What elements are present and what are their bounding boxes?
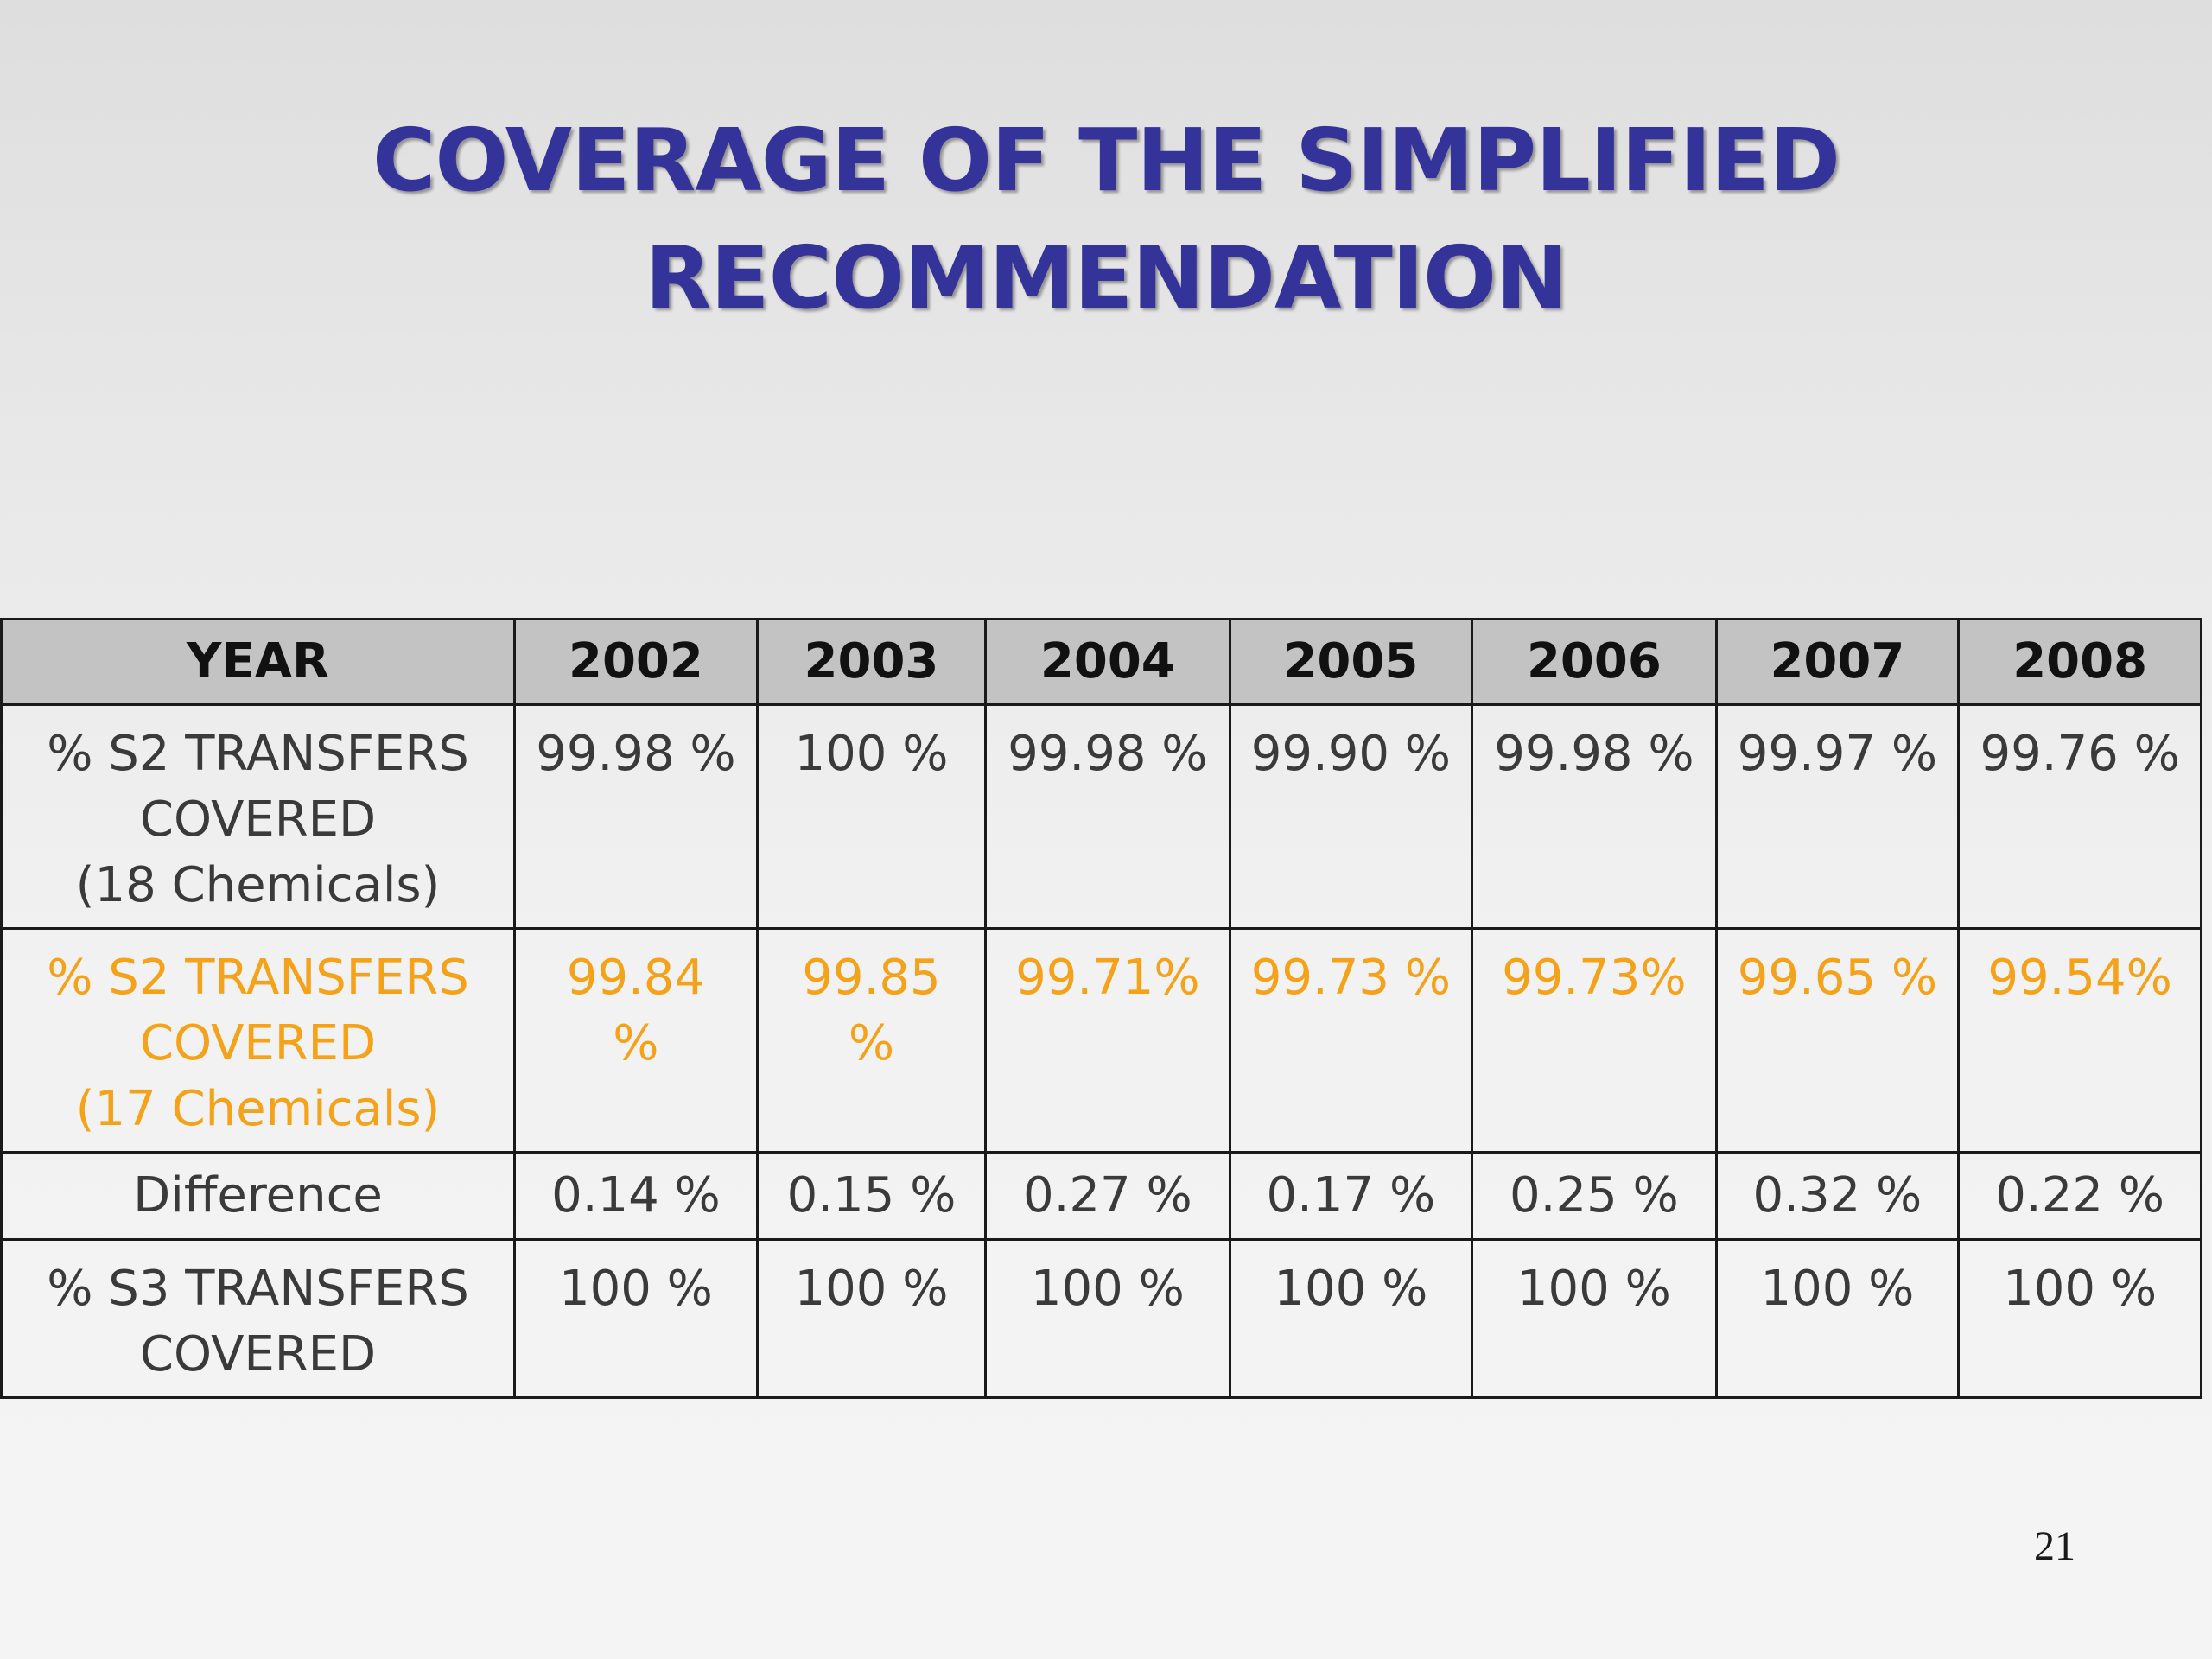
- table-cell: 99.85 %: [755, 927, 988, 1154]
- table-cell: 0.25 %: [1471, 1151, 1718, 1241]
- table-cell: 99.84 %: [513, 927, 759, 1154]
- header-cell-2003: 2003: [755, 618, 988, 706]
- table-cell: 100 %: [1471, 1238, 1718, 1399]
- header-cell-2007: 2007: [1714, 618, 1961, 706]
- table-cell: 0.27 %: [984, 1151, 1231, 1241]
- table-cell: 99.65 %: [1714, 927, 1961, 1154]
- table-cell: 99.98 %: [984, 703, 1231, 930]
- table-row-s2-18-chemicals: % S2 TRANSFERS COVERED (18 Chemicals) 99…: [0, 703, 2202, 930]
- table-row-s3: % S3 TRANSFERS COVERED 100 % 100 % 100 %…: [0, 1238, 2202, 1399]
- table-header-row: YEAR 2002 2003 2004 2005 2006 2007 2008: [0, 618, 2202, 706]
- table-cell: 0.17 %: [1228, 1151, 1474, 1241]
- table-cell: 0.22 %: [1957, 1151, 2202, 1241]
- table-cell: 99.73%: [1471, 927, 1718, 1154]
- table-cell: 99.76 %: [1957, 703, 2202, 930]
- coverage-table: YEAR 2002 2003 2004 2005 2006 2007 2008 …: [0, 618, 2202, 1399]
- table-cell: 99.98 %: [1471, 703, 1718, 930]
- table-cell: 100 %: [1714, 1238, 1961, 1399]
- table-cell: 100 %: [755, 1238, 988, 1399]
- table-cell: 100 %: [1228, 1238, 1474, 1399]
- table-cell: 0.32 %: [1714, 1151, 1961, 1241]
- header-cell-year: YEAR: [0, 618, 517, 706]
- header-cell-2006: 2006: [1471, 618, 1718, 706]
- table-cell: 100 %: [984, 1238, 1231, 1399]
- slide-title-line-1: COVERAGE OF THE SIMPLIFIED: [372, 110, 1840, 211]
- table-row-s2-17-chemicals: % S2 TRANSFERS COVERED (17 Chemicals) 99…: [0, 927, 2202, 1154]
- header-cell-2005: 2005: [1228, 618, 1474, 706]
- header-cell-2008: 2008: [1957, 618, 2202, 706]
- header-cell-2002: 2002: [513, 618, 759, 706]
- table-cell: 99.73 %: [1228, 927, 1474, 1154]
- table-cell: 99.54%: [1957, 927, 2202, 1154]
- row-label: % S3 TRANSFERS COVERED: [0, 1238, 517, 1399]
- slide-title: COVERAGE OF THE SIMPLIFIED RECOMMENDATIO…: [0, 102, 2212, 337]
- slide-title-line-2: RECOMMENDATION: [645, 227, 1568, 328]
- page-number: 21: [2034, 1523, 2075, 1569]
- row-label: % S2 TRANSFERS COVERED (17 Chemicals): [0, 927, 517, 1154]
- table-cell: 99.71%: [984, 927, 1231, 1154]
- table-cell: 0.15 %: [755, 1151, 988, 1241]
- table-cell: 0.14 %: [513, 1151, 759, 1241]
- table-cell: 99.90 %: [1228, 703, 1474, 930]
- table-cell: 99.97 %: [1714, 703, 1961, 930]
- row-label: % S2 TRANSFERS COVERED (18 Chemicals): [0, 703, 517, 930]
- table-cell: 100 %: [1957, 1238, 2202, 1399]
- header-cell-2004: 2004: [984, 618, 1231, 706]
- table-cell: 100 %: [513, 1238, 759, 1399]
- table-cell: 100 %: [755, 703, 988, 930]
- table-row-difference: Difference 0.14 % 0.15 % 0.27 % 0.17 % 0…: [0, 1151, 2202, 1241]
- table-cell: 99.98 %: [513, 703, 759, 930]
- row-label: Difference: [0, 1151, 517, 1241]
